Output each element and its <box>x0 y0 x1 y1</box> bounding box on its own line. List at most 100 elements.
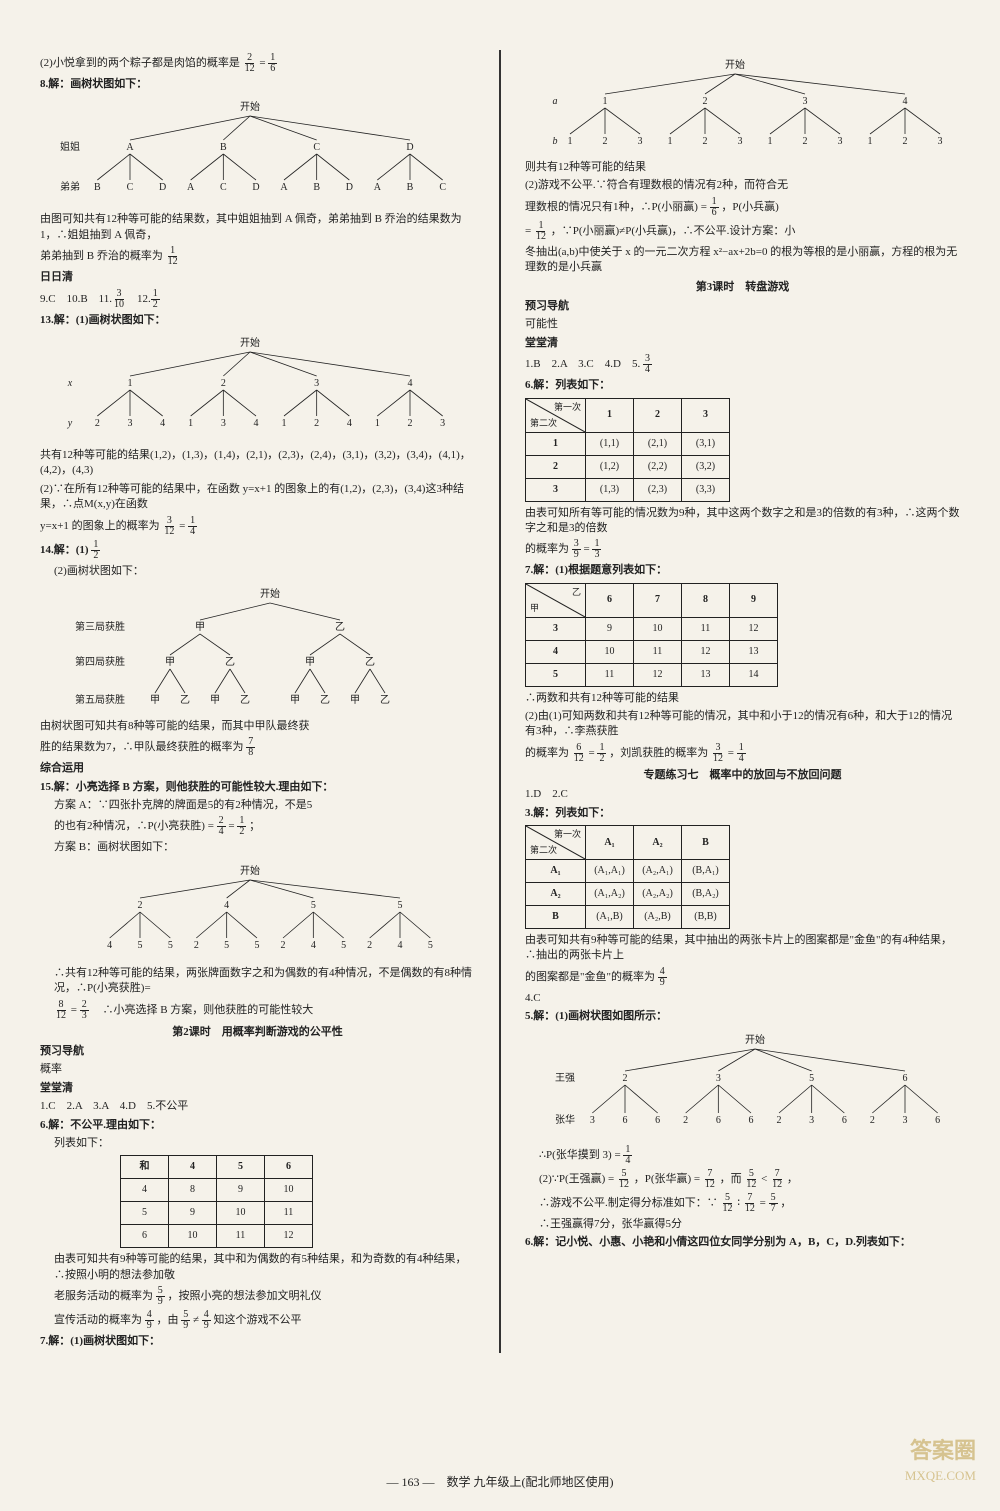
svg-text:乙: 乙 <box>380 694 390 706</box>
svg-text:6: 6 <box>749 1115 754 1126</box>
svg-text:甲: 甲 <box>210 695 220 706</box>
svg-text:2: 2 <box>777 1115 782 1126</box>
left-col: (2)小悦拿到的两个粽子都是肉馅的概率是 212 = 16 8.解：画树状图如下… <box>40 50 475 1353</box>
svg-text:4: 4 <box>347 418 352 429</box>
svg-text:2: 2 <box>623 1073 628 1084</box>
svg-text:第五局获胜: 第五局获胜 <box>75 693 125 706</box>
svg-text:B: B <box>313 182 320 193</box>
svg-text:4: 4 <box>311 940 316 951</box>
svg-text:甲: 甲 <box>350 695 360 706</box>
svg-text:2: 2 <box>603 136 608 147</box>
table-6r: 第一次第二次1231(1,1)(2,1)(3,1)2(1,2)(2,2)(3,2… <box>525 398 730 502</box>
svg-text:2: 2 <box>683 1115 688 1126</box>
svg-text:4: 4 <box>903 96 908 107</box>
svg-text:甲: 甲 <box>290 695 300 706</box>
table-7r: 乙甲678939101112410111213511121314 <box>525 583 778 687</box>
tree-15: 开始 2455425552455245 <box>40 862 475 962</box>
svg-text:2: 2 <box>221 378 226 389</box>
svg-text:王强: 王强 <box>555 1072 575 1084</box>
svg-text:4: 4 <box>224 900 229 911</box>
svg-text:第三局获胜: 第三局获胜 <box>75 620 125 633</box>
svg-text:2: 2 <box>138 900 143 911</box>
svg-text:3: 3 <box>809 1115 814 1126</box>
svg-text:2: 2 <box>903 136 908 147</box>
svg-text:3: 3 <box>128 418 133 429</box>
svg-text:2: 2 <box>408 418 413 429</box>
svg-text:x: x <box>67 378 73 389</box>
svg-text:C: C <box>220 182 227 193</box>
svg-text:1: 1 <box>128 378 133 389</box>
svg-text:甲: 甲 <box>165 657 175 668</box>
svg-text:3: 3 <box>803 96 808 107</box>
svg-text:A: A <box>280 182 288 193</box>
svg-text:3: 3 <box>738 136 743 147</box>
svg-text:D: D <box>252 182 259 193</box>
svg-text:开始: 开始 <box>240 336 260 349</box>
svg-text:2: 2 <box>281 940 286 951</box>
svg-text:2: 2 <box>803 136 808 147</box>
svg-text:1: 1 <box>188 418 193 429</box>
svg-text:2: 2 <box>703 96 708 107</box>
svg-text:2: 2 <box>367 940 372 951</box>
q8: 8.解：画树状图如下： <box>40 77 475 92</box>
svg-text:y: y <box>67 418 73 429</box>
svg-text:乙: 乙 <box>240 694 250 706</box>
svg-text:5: 5 <box>428 940 433 951</box>
tree-5z: 开始 王强 张华 2366326652366236 <box>525 1031 960 1141</box>
svg-text:3: 3 <box>221 418 226 429</box>
table-6l: 和456489105910116101112 <box>120 1155 313 1248</box>
svg-text:C: C <box>313 142 320 153</box>
svg-text:第四局获胜: 第四局获胜 <box>75 655 125 668</box>
tree-7r: 开始 a b 1123212331234123 <box>525 56 960 156</box>
svg-text:4: 4 <box>408 378 413 389</box>
svg-text:D: D <box>159 182 166 193</box>
svg-text:5: 5 <box>809 1073 814 1084</box>
svg-text:4: 4 <box>107 940 112 951</box>
svg-text:3: 3 <box>938 136 943 147</box>
svg-text:6: 6 <box>623 1115 628 1126</box>
svg-text:2: 2 <box>314 418 319 429</box>
svg-text:姐姐: 姐姐 <box>60 140 80 153</box>
svg-text:乙: 乙 <box>365 656 375 668</box>
svg-text:D: D <box>406 142 413 153</box>
watermark: 答案圈 MXQE.COM <box>905 1436 976 1485</box>
svg-text:甲: 甲 <box>150 695 160 706</box>
svg-text:5: 5 <box>255 940 260 951</box>
svg-text:1: 1 <box>603 96 608 107</box>
svg-text:开始: 开始 <box>745 1033 765 1046</box>
svg-text:6: 6 <box>842 1115 847 1126</box>
svg-text:6: 6 <box>903 1073 908 1084</box>
svg-text:4: 4 <box>160 418 165 429</box>
svg-text:3: 3 <box>716 1073 721 1084</box>
svg-text:a: a <box>553 96 558 107</box>
page-footer: — 163 — 数学 九年级上(配北师地区使用) <box>0 1474 1000 1491</box>
svg-text:1: 1 <box>282 418 287 429</box>
svg-text:开始: 开始 <box>725 58 745 71</box>
svg-text:开始: 开始 <box>240 100 260 113</box>
svg-text:开始: 开始 <box>260 587 280 600</box>
svg-text:3: 3 <box>903 1115 908 1126</box>
svg-text:乙: 乙 <box>335 621 345 633</box>
svg-text:2: 2 <box>194 940 199 951</box>
svg-text:5: 5 <box>398 900 403 911</box>
svg-text:2: 2 <box>870 1115 875 1126</box>
svg-text:3: 3 <box>590 1115 595 1126</box>
svg-text:5: 5 <box>341 940 346 951</box>
svg-text:B: B <box>407 182 414 193</box>
svg-text:甲: 甲 <box>195 622 205 633</box>
txt: (2)小悦拿到的两个粽子都是肉馅的概率是 <box>40 57 240 69</box>
svg-text:B: B <box>220 142 227 153</box>
svg-text:6: 6 <box>716 1115 721 1126</box>
svg-text:5: 5 <box>311 900 316 911</box>
rrq: 日日清 <box>40 270 475 285</box>
svg-text:5: 5 <box>138 940 143 951</box>
tree-14: 开始 第三局获胜 第四局获胜 第五局获胜 甲乙甲乙甲乙甲乙甲乙甲乙甲乙 <box>40 585 475 715</box>
svg-text:A: A <box>374 182 382 193</box>
svg-text:张华: 张华 <box>555 1113 575 1126</box>
svg-text:b: b <box>553 136 558 147</box>
svg-text:2: 2 <box>703 136 708 147</box>
svg-text:3: 3 <box>440 418 445 429</box>
svg-text:1: 1 <box>375 418 380 429</box>
svg-text:D: D <box>346 182 353 193</box>
svg-text:3: 3 <box>314 378 319 389</box>
